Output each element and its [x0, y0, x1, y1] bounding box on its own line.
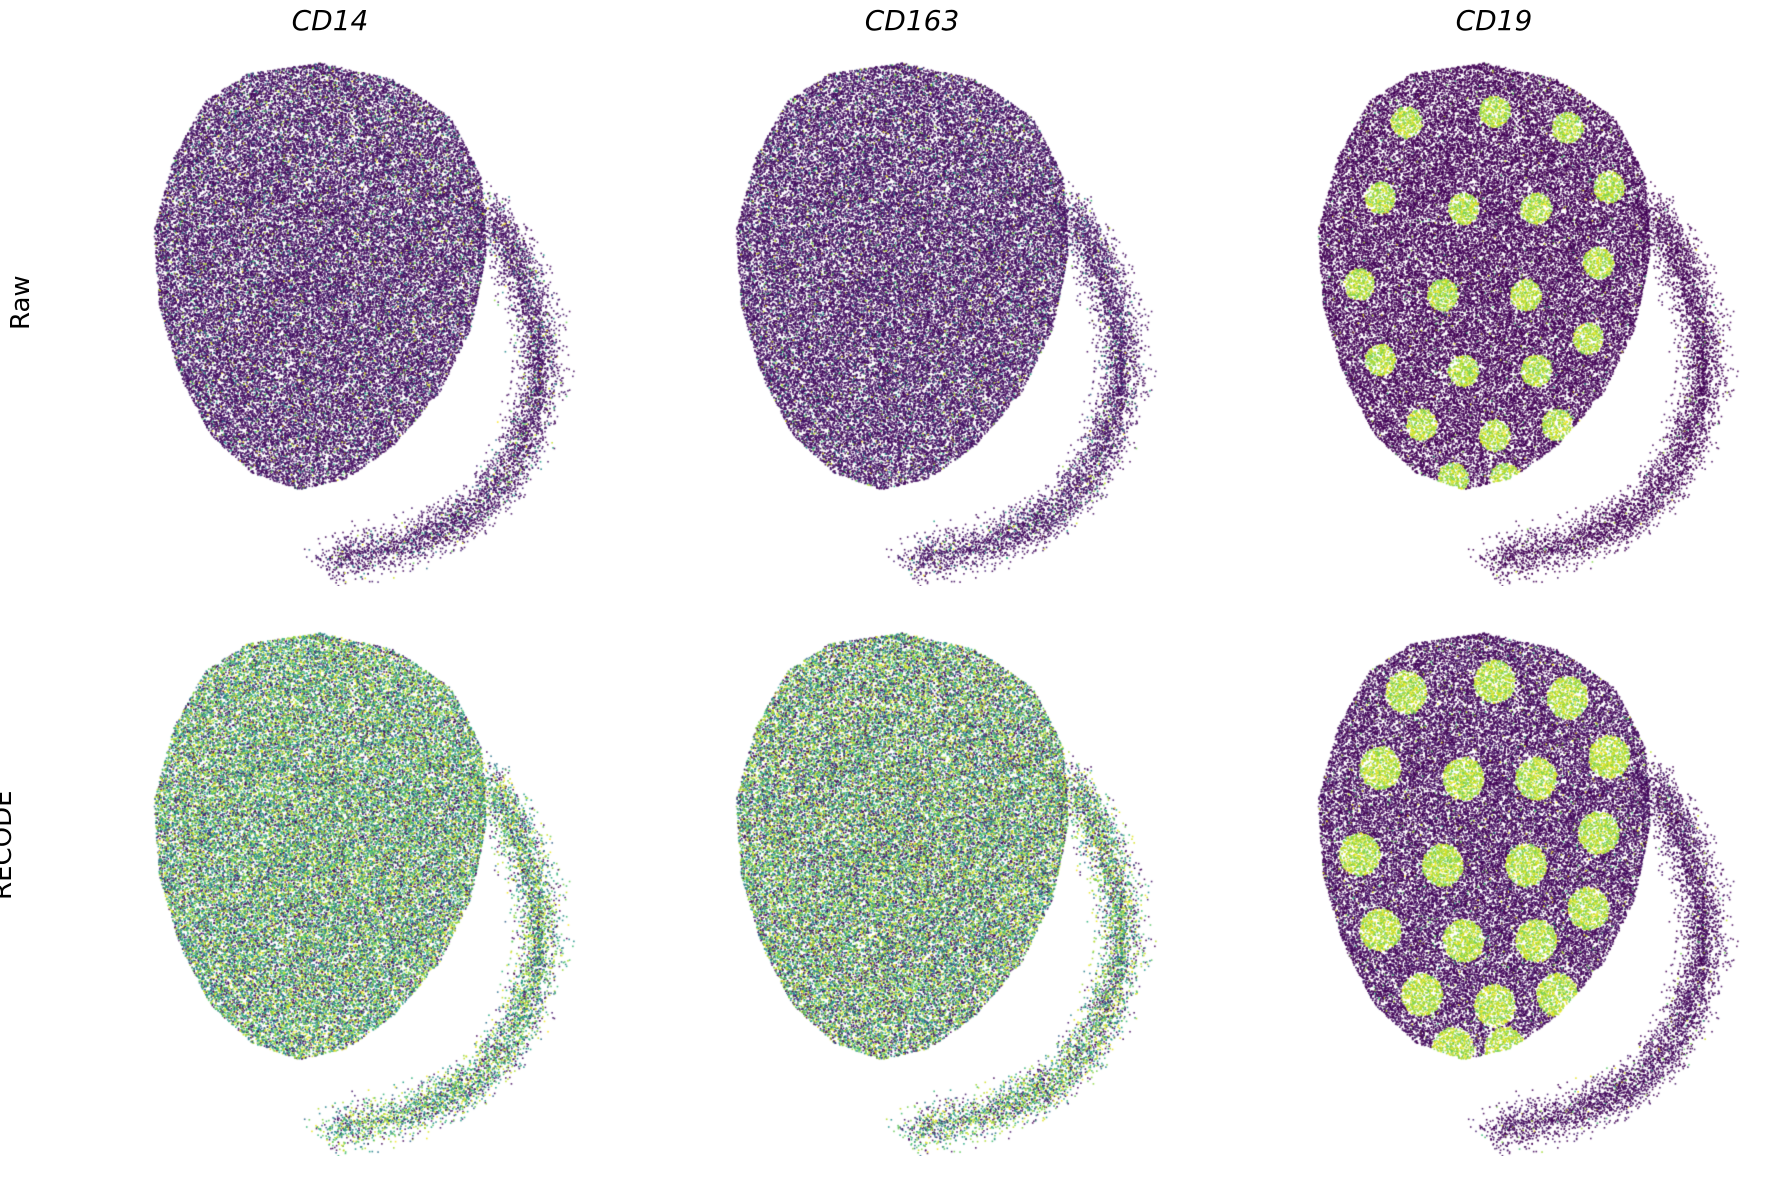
panel-raw-cd14 — [70, 46, 590, 586]
scatter-canvas — [652, 46, 1172, 586]
panel-raw-cd19 — [1234, 46, 1754, 586]
col-title-2: CD19 — [1234, 4, 1754, 37]
panel-raw-cd163 — [652, 46, 1172, 586]
figure-root: CD14 CD163 CD19 Raw RECODE — [0, 0, 1789, 1190]
col-title-0: CD14 — [70, 4, 590, 37]
scatter-canvas — [1234, 616, 1754, 1156]
scatter-canvas — [1234, 46, 1754, 586]
panel-recode-cd163 — [652, 616, 1172, 1156]
panel-recode-cd14 — [70, 616, 590, 1156]
row-title-0: Raw — [6, 300, 36, 330]
panel-recode-cd19 — [1234, 616, 1754, 1156]
scatter-canvas — [70, 616, 590, 1156]
scatter-canvas — [652, 616, 1172, 1156]
row-title-1: RECODE — [0, 870, 18, 900]
col-title-1: CD163 — [652, 4, 1172, 37]
scatter-canvas — [70, 46, 590, 586]
